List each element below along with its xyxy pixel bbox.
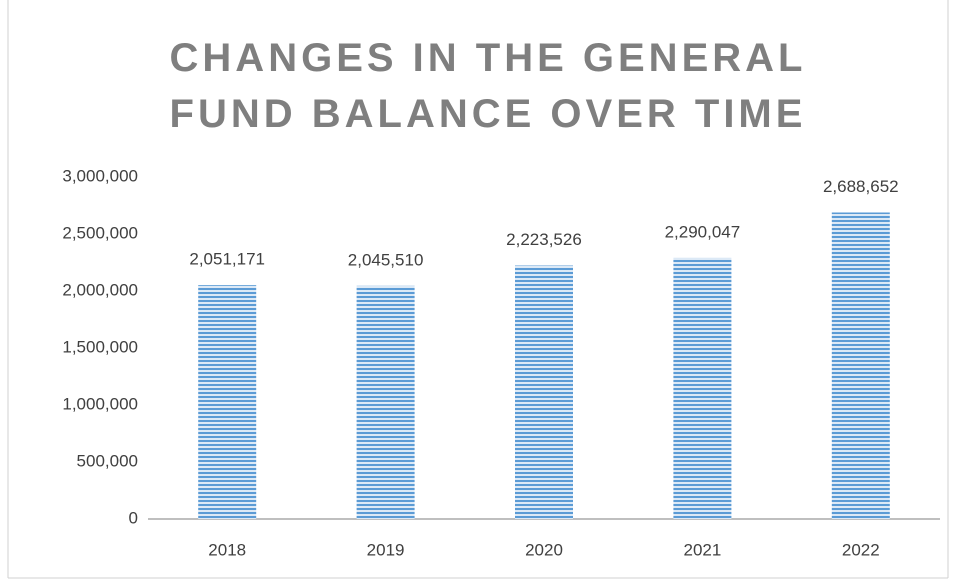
bar — [198, 285, 257, 519]
bar — [831, 212, 890, 520]
x-tick-label: 2020 — [525, 540, 563, 559]
y-tick-label: 3,000,000 — [62, 166, 138, 185]
data-label: 2,223,526 — [506, 230, 582, 249]
y-tick-label: 1,500,000 — [62, 337, 138, 356]
y-tick-label: 0 — [129, 508, 138, 527]
x-tick-label: 2021 — [683, 540, 721, 559]
x-tick-label: 2018 — [208, 540, 246, 559]
y-tick-label: 1,000,000 — [62, 394, 138, 413]
bar — [515, 265, 573, 519]
x-tick-label: 2019 — [367, 540, 405, 559]
bar — [356, 285, 415, 519]
y-tick-label: 2,000,000 — [62, 280, 138, 299]
x-tick-label: 2022 — [842, 540, 880, 559]
bar — [673, 257, 732, 519]
data-label: 2,051,171 — [189, 250, 265, 269]
chart-title: CHANGES IN THE GENERAL FUND BALANCE OVER… — [169, 36, 807, 136]
data-label: 2,688,652 — [823, 177, 899, 196]
y-tick-label: 500,000 — [77, 451, 138, 470]
data-label: 2,290,047 — [665, 222, 741, 241]
y-tick-label: 2,500,000 — [62, 223, 138, 242]
data-label: 2,045,510 — [348, 250, 424, 269]
